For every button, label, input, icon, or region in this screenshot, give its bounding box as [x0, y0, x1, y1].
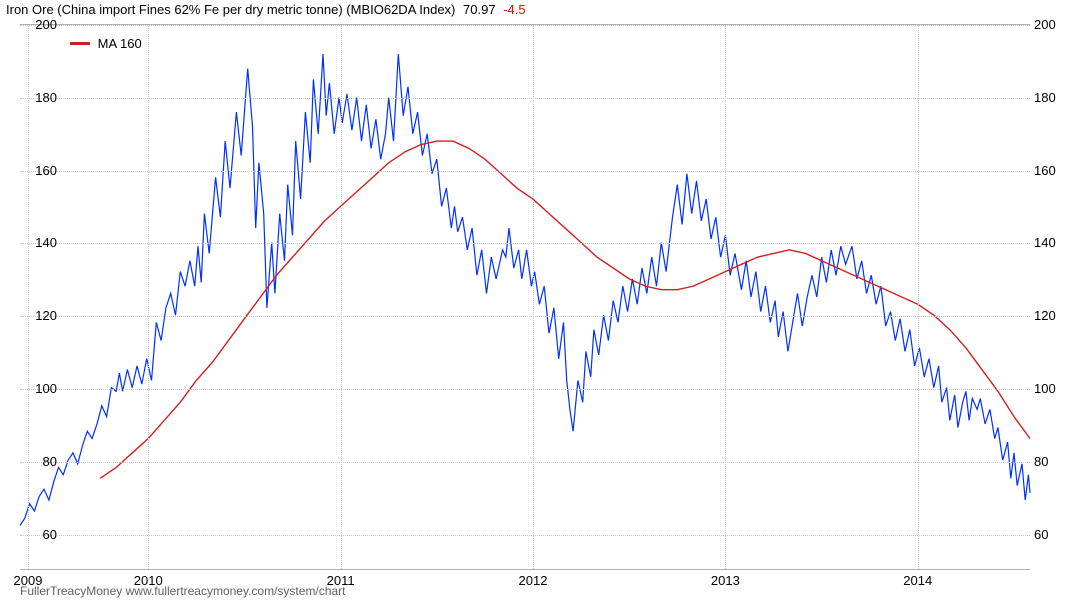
xtick-label: 2013	[711, 573, 740, 588]
ytick-label-right: 120	[1034, 308, 1074, 323]
gridline-v	[918, 25, 919, 569]
ytick-label-left: 60	[17, 527, 57, 542]
chart-svg	[20, 25, 1030, 569]
xtick-label: 2012	[519, 573, 548, 588]
gridline-h	[20, 316, 1030, 317]
ytick-label-left: 200	[17, 17, 57, 32]
chart-last-value: 70.97	[463, 2, 496, 17]
gridline-v	[533, 25, 534, 569]
gridline-h	[20, 535, 1030, 536]
gridline-v	[148, 25, 149, 569]
ytick-label-left: 180	[17, 90, 57, 105]
gridline-h	[20, 171, 1030, 172]
gridline-h	[20, 243, 1030, 244]
gridline-h	[20, 389, 1030, 390]
ytick-label-left: 160	[17, 163, 57, 178]
ytick-label-right: 100	[1034, 381, 1074, 396]
price-line	[20, 54, 1030, 525]
ytick-label-left: 100	[17, 381, 57, 396]
ytick-label-left: 120	[17, 308, 57, 323]
chart-change-value: -4.5	[503, 2, 525, 17]
gridline-v	[725, 25, 726, 569]
gridline-h	[20, 462, 1030, 463]
ytick-label-right: 60	[1034, 527, 1074, 542]
ytick-label-right: 140	[1034, 235, 1074, 250]
ma-line	[100, 141, 1030, 478]
gridline-v	[28, 25, 29, 569]
chart-plot-area: MA 160 606080801001001201201401401601601…	[20, 24, 1030, 570]
ytick-label-right: 160	[1034, 163, 1074, 178]
chart-footer: FullerTreacyMoney www.fullertreacymoney.…	[20, 584, 345, 598]
chart-title-bar: Iron Ore (China import Fines 62% Fe per …	[6, 2, 1069, 22]
gridline-h	[20, 25, 1030, 26]
chart-title: Iron Ore (China import Fines 62% Fe per …	[6, 2, 455, 17]
ytick-label-right: 180	[1034, 90, 1074, 105]
xtick-label: 2014	[903, 573, 932, 588]
ytick-label-right: 200	[1034, 17, 1074, 32]
footer-url: www.fullertreacymoney.com/system/chart	[126, 584, 346, 598]
gridline-v	[341, 25, 342, 569]
ytick-label-right: 80	[1034, 454, 1074, 469]
ytick-label-left: 80	[17, 454, 57, 469]
chart-container: Iron Ore (China import Fines 62% Fe per …	[0, 0, 1075, 600]
ytick-label-left: 140	[17, 235, 57, 250]
footer-source: FullerTreacyMoney	[20, 584, 122, 598]
gridline-h	[20, 98, 1030, 99]
